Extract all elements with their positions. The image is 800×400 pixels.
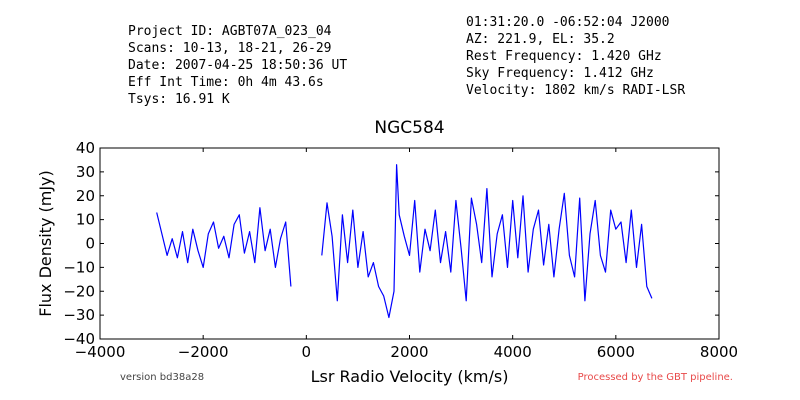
header-right-line: Sky Frequency: 1.412 GHz xyxy=(466,66,654,81)
x-tick-label: 4000 xyxy=(494,343,532,361)
header-left-line: Date: 2007-04-25 18:50:36 UT xyxy=(128,58,347,73)
header-left-line: Eff Int Time: 0h 4m 43.6s xyxy=(128,75,324,90)
plot-frame xyxy=(99,147,720,340)
header-left-line: Project ID: AGBT07A_023_04 xyxy=(128,24,332,39)
y-axis-ticks: −40 −30 −20 −10 0 10 20 30 40 xyxy=(63,139,719,348)
y-tick-label: −10 xyxy=(63,258,95,276)
spectrum-trace xyxy=(321,164,653,319)
y-tick-label: −20 xyxy=(63,282,95,300)
y-tick-label: 10 xyxy=(76,211,95,229)
spectrum-trace xyxy=(156,207,292,287)
y-tick-label: 30 xyxy=(76,163,95,181)
version-label: version bd38a28 xyxy=(120,372,204,383)
y-tick-label: 40 xyxy=(76,139,95,157)
header-right-block: 01:31:20.0 -06:52:04 J2000 AZ: 221.9, EL:… xyxy=(466,15,685,98)
x-tick-label: 8000 xyxy=(700,343,738,361)
x-axis-label: Lsr Radio Velocity (km/s) xyxy=(311,367,509,386)
header-right-line: AZ: 221.9, EL: 35.2 xyxy=(466,32,615,47)
header-right-line: Rest Frequency: 1.420 GHz xyxy=(466,49,662,64)
pipeline-credit: Processed by the GBT pipeline. xyxy=(578,372,733,383)
y-tick-label: −40 xyxy=(63,330,95,348)
chart-title: NGC584 xyxy=(374,118,444,138)
y-tick-label: 20 xyxy=(76,187,95,205)
spectrum-series xyxy=(156,164,653,319)
header-right-line: 01:31:20.0 -06:52:04 J2000 xyxy=(466,15,670,30)
x-tick-label: −4000 xyxy=(75,343,126,361)
x-tick-label: 2000 xyxy=(390,343,428,361)
y-tick-label: 0 xyxy=(85,235,95,253)
header-left-block: Project ID: AGBT07A_023_04 Scans: 10-13, … xyxy=(128,24,347,107)
x-tick-label: −2000 xyxy=(178,343,229,361)
header-left-line: Tsys: 16.91 K xyxy=(128,92,230,107)
x-tick-label: 0 xyxy=(302,343,312,361)
x-axis-ticks: −4000 −2000 0 2000 4000 6000 8000 xyxy=(75,148,738,361)
y-axis-label: Flux Density (mJy) xyxy=(36,170,55,317)
header-right-line: Velocity: 1802 km/s RADI-LSR xyxy=(466,83,685,98)
header-left-line: Scans: 10-13, 18-21, 26-29 xyxy=(128,41,332,56)
y-tick-label: −30 xyxy=(63,306,95,324)
x-tick-label: 6000 xyxy=(597,343,635,361)
